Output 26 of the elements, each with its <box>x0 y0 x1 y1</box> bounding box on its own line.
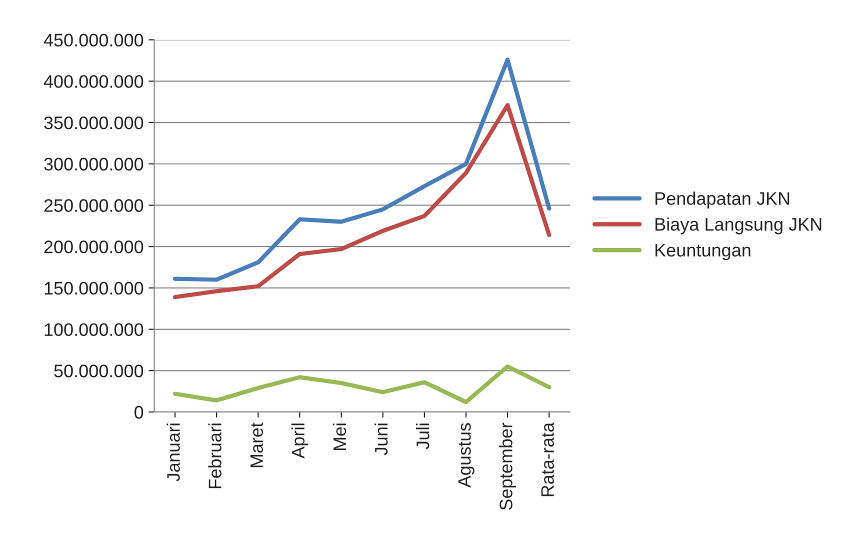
y-tick-label: 250.000.000 <box>44 199 144 212</box>
y-tick-label: 400.000.000 <box>44 75 144 88</box>
x-tick-label: Februari <box>208 424 222 488</box>
y-tick-label: 200.000.000 <box>44 240 144 254</box>
line-series <box>172 364 552 404</box>
legend-label: Biaya Langsung JKN <box>656 217 822 234</box>
y-tick-label: 150.000.000 <box>44 282 144 295</box>
x-tick-label: Januari <box>166 424 180 482</box>
y-tick-label: 300.000.000 <box>44 158 144 171</box>
line-series <box>172 103 552 300</box>
x-tick-label: Juni <box>374 424 388 456</box>
x-tick-label: Juli <box>416 424 430 450</box>
x-tick-label: April <box>291 424 308 458</box>
x-tick-label: Agustus <box>458 423 474 488</box>
x-tick-label: Rata-rata <box>541 422 554 496</box>
y-tick-label: 0 <box>134 406 144 419</box>
y-tick-label: 100.000.000 <box>44 323 144 336</box>
legend-label: Keuntungan <box>656 244 750 260</box>
legend-label: Pendapatan JKN <box>656 192 790 208</box>
line-series <box>172 58 552 282</box>
y-tick-label: 50.000.000 <box>54 364 144 378</box>
x-tick-label: Maret <box>250 422 264 468</box>
y-tick-label: 450.000.000 <box>44 34 144 47</box>
x-tick-label: September <box>499 422 516 510</box>
x-tick-label: Mei <box>332 424 346 450</box>
y-tick-label: 350.000.000 <box>44 116 144 130</box>
